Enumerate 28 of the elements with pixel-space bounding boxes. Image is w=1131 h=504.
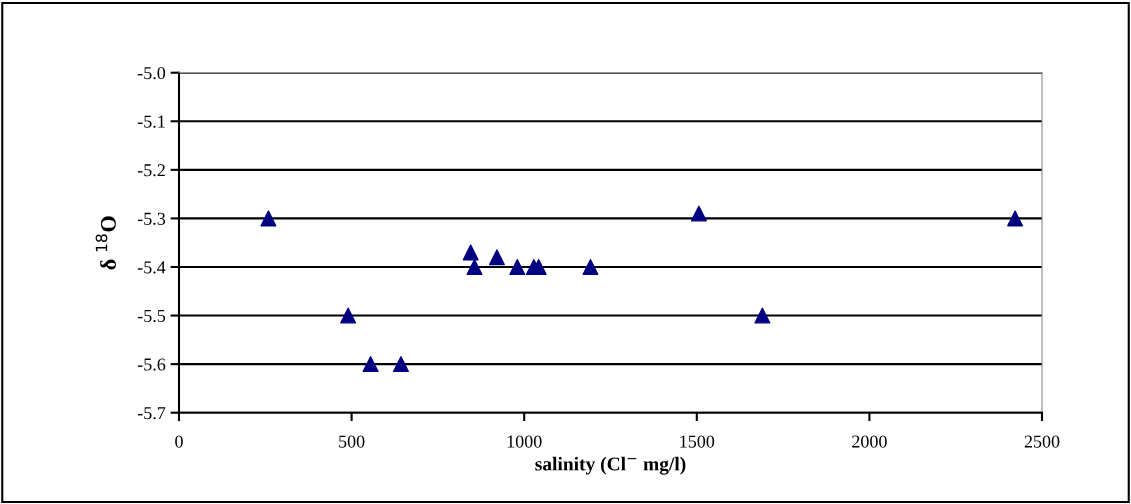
point (260, 210, 277, 227)
x-tick-label: 1000 (507, 435, 542, 448)
y-tick-label: -5.3 (137, 212, 166, 225)
y-tick-label: -5.2 (137, 164, 165, 177)
x-axis-title: salinity (Cl$^{−}$ mg/l) (535, 456, 686, 475)
x-tick-label: 0 (175, 435, 183, 448)
point (462, 244, 479, 261)
y-tick-label: -5.7 (137, 407, 166, 420)
y-tick-label: -5.1 (137, 115, 165, 128)
x-tick-label: 2000 (852, 435, 887, 448)
y-tick-label: -5.6 (137, 358, 166, 371)
point (690, 205, 707, 222)
point (582, 259, 599, 275)
point (509, 259, 526, 275)
point (754, 307, 771, 324)
x-tick-label: 2500 (1024, 435, 1060, 448)
y-tick-label: -5.4 (137, 261, 166, 274)
point (362, 356, 379, 373)
y-axis-title: δ $^{18}$O (95, 216, 116, 270)
point (340, 307, 357, 324)
point (1007, 210, 1024, 227)
point (466, 259, 483, 275)
y-tick-label: -5.0 (137, 66, 166, 80)
x-tick-label: 1500 (680, 435, 715, 448)
x-tick-label: 500 (339, 435, 365, 448)
point (392, 356, 409, 373)
y-tick-label: -5.5 (137, 310, 166, 323)
point (488, 249, 505, 266)
